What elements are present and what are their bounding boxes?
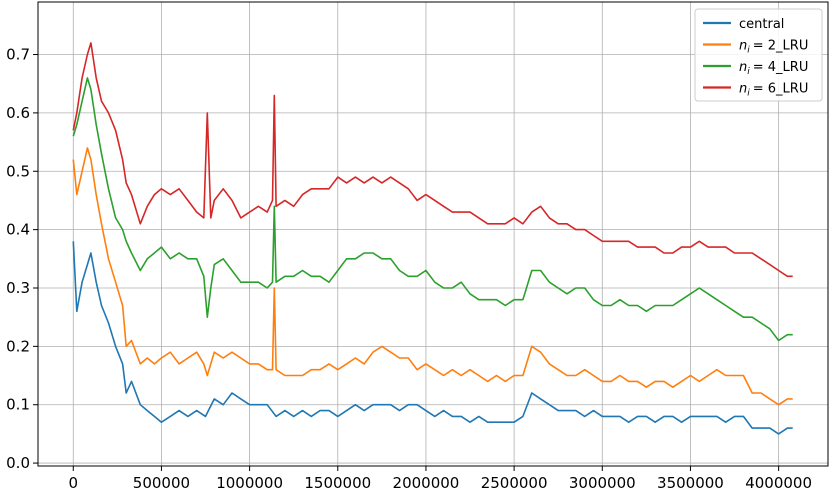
series-line-2 xyxy=(72,77,793,342)
x-axis: 0 500000 1000000 1500000 2000000 2500000 30000… xyxy=(68,466,812,492)
y-tick-label: 0.2 xyxy=(6,337,30,355)
grid xyxy=(38,2,828,466)
series-line-1 xyxy=(72,147,793,406)
y-tick-label: 0.0 xyxy=(6,454,30,472)
y-axis: 0.0 0.1 0.2 0.3 0.4 0.5 0.6 0.7 xyxy=(6,46,38,472)
x-tick-label: 0 xyxy=(68,474,78,492)
legend-label: ni = 2_LRU xyxy=(739,39,808,56)
legend-label: central xyxy=(739,17,784,32)
legend-box xyxy=(694,8,823,102)
y-tick-label: 0.4 xyxy=(6,221,30,239)
y-tick-label: 0.7 xyxy=(6,46,30,64)
y-tick-label: 0.3 xyxy=(6,279,30,297)
x-tick-label: 500000 xyxy=(133,474,190,492)
x-tick-label: 4000000 xyxy=(745,474,812,492)
x-tick-label: 1000000 xyxy=(216,474,283,492)
x-tick-label: 3500000 xyxy=(657,474,724,492)
legend-label: ni = 6_LRU xyxy=(739,82,808,99)
legend: central ni = 2_LRU ni = 4_LRU ni = 6_LRU xyxy=(694,8,823,102)
series-lines xyxy=(72,42,793,435)
y-tick-label: 0.1 xyxy=(6,396,30,414)
x-tick-label: 3000000 xyxy=(569,474,636,492)
legend-label: ni = 4_LRU xyxy=(739,60,808,77)
plot-frame xyxy=(37,1,829,467)
x-tick-label: 2500000 xyxy=(481,474,548,492)
series-line-3 xyxy=(72,42,793,278)
x-tick-label: 2000000 xyxy=(393,474,460,492)
series-line-0 xyxy=(72,241,793,435)
x-tick-label: 1500000 xyxy=(304,474,371,492)
y-tick-label: 0.5 xyxy=(6,162,30,180)
y-tick-label: 0.6 xyxy=(6,104,30,122)
